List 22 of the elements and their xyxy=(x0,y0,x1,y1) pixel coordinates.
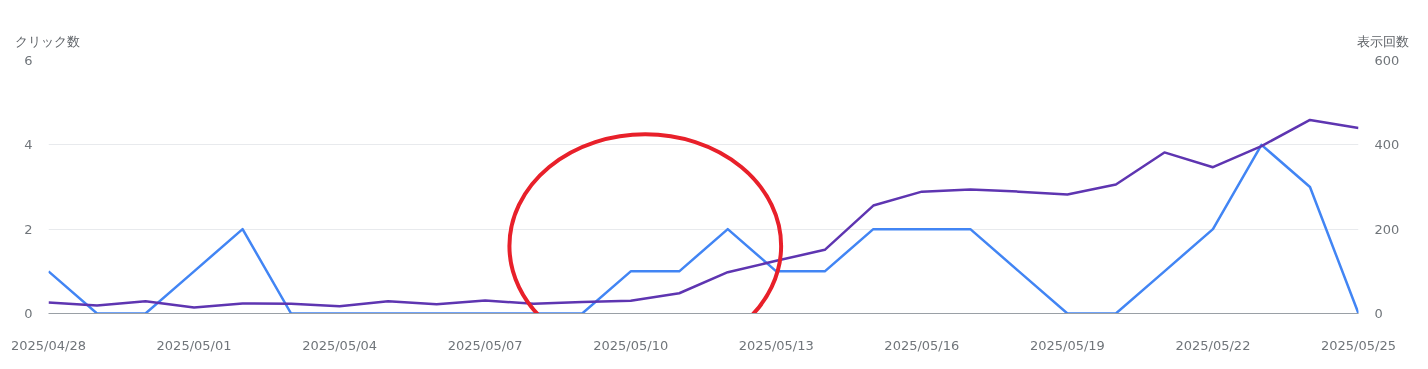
line-series xyxy=(48,118,1359,309)
x-tick-label: 2025/05/16 xyxy=(884,337,960,353)
y-tick-label: 6 xyxy=(24,53,33,68)
x-tick-label: 2025/05/25 xyxy=(1321,337,1396,353)
y2-tick-label: 600 xyxy=(1374,53,1400,68)
line-series xyxy=(48,143,1359,314)
x-tick-label: 2025/05/13 xyxy=(738,337,814,353)
y-tick-label: 0 xyxy=(24,306,33,321)
x-tick-label: 2025/05/22 xyxy=(1175,337,1251,353)
y2-tick-label: 0 xyxy=(1374,306,1383,321)
y2-tick-label: 400 xyxy=(1374,137,1400,153)
y2-axis-title: 表示回数 xyxy=(1357,33,1409,51)
x-tick-label: 2025/05/04 xyxy=(302,337,378,353)
x-tick-label: 2025/05/19 xyxy=(1029,337,1105,353)
y2-tick-label: 200 xyxy=(1374,221,1400,237)
x-tick-label: 2025/04/28 xyxy=(11,337,86,353)
y-tick-label: 2 xyxy=(24,221,33,237)
y-tick-label: 4 xyxy=(24,137,33,153)
x-tick-label: 2025/05/01 xyxy=(156,337,232,353)
y-axis-title: クリック数 xyxy=(15,33,80,51)
x-tick-label: 2025/05/07 xyxy=(447,337,523,353)
x-tick-label: 2025/05/10 xyxy=(593,337,669,353)
